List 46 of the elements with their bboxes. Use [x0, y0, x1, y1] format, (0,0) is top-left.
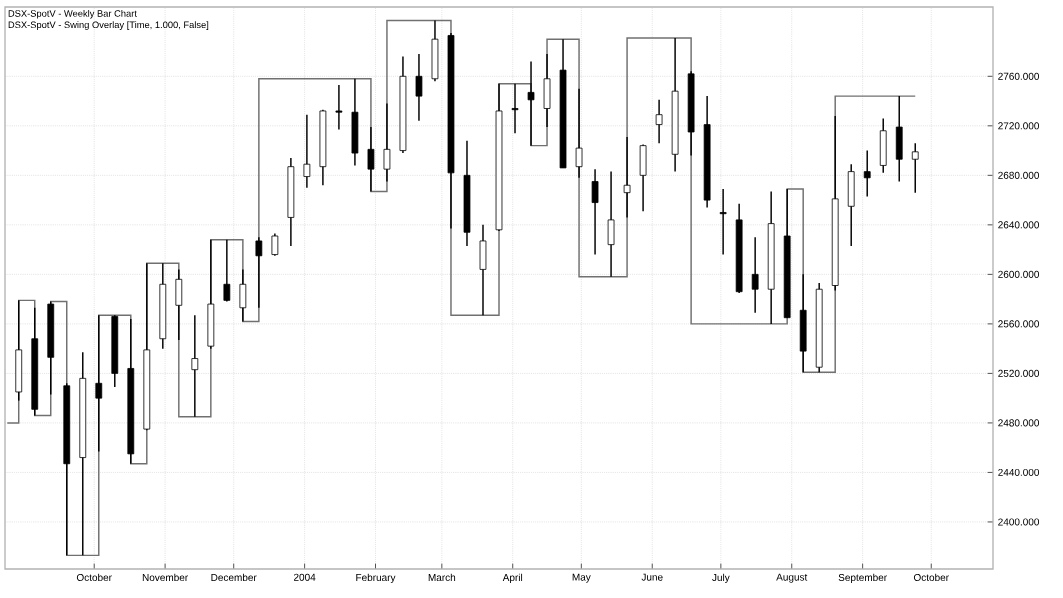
candlestick: [575, 87, 583, 179]
x-tick-label: 2004: [293, 573, 316, 581]
candlestick: [367, 126, 375, 193]
candlestick: [591, 168, 599, 256]
candlestick: [623, 136, 631, 219]
x-tick-label: August: [776, 573, 808, 583]
x-tick-label: April: [502, 573, 523, 584]
candlestick: [303, 113, 311, 189]
candlestick: [863, 149, 871, 198]
candlestick: [271, 232, 279, 257]
candlestick: [511, 82, 519, 134]
y-tick-label: 2480.000: [998, 419, 1040, 427]
candlestick: [95, 314, 103, 453]
y-tick-label: 2760.000: [998, 72, 1040, 80]
candlestick: [415, 53, 423, 122]
x-tick-label: February: [356, 573, 396, 584]
y-tick-label: 2400.000: [998, 518, 1040, 526]
candlestick: [655, 99, 663, 144]
candlestick: [335, 84, 343, 131]
candlestick: [751, 236, 759, 314]
candlestick: [255, 236, 263, 309]
chart-title: DSX-SpotV - Weekly Bar Chart: [8, 9, 137, 19]
x-tick-label: November: [142, 573, 188, 582]
y-tick-label: 2440.000: [998, 468, 1040, 476]
candlestick: [223, 238, 231, 303]
x-tick-label: October: [913, 573, 949, 582]
y-tick-label: 2720.000: [998, 122, 1040, 130]
candlestick: [239, 268, 247, 323]
x-tick-label: October: [76, 573, 112, 582]
y-tick-label: 2680.000: [998, 171, 1040, 179]
y-tick-label: 2560.000: [998, 320, 1040, 328]
candlestick: [191, 314, 199, 418]
y-tick-label: 2520.000: [998, 369, 1040, 377]
y-tick-label: 2640.000: [998, 221, 1040, 229]
candlestick: [719, 188, 727, 256]
candlestick: [527, 60, 535, 147]
x-tick-label: September: [838, 573, 887, 584]
candlestick: [911, 142, 919, 194]
text: DSX-SpotV - Swing Overlay [Time, 1.000, False]: [8, 21, 209, 30]
x-tick-label: July: [712, 573, 730, 584]
x-tick-label: June: [641, 573, 663, 581]
x-tick-label: March: [428, 573, 456, 582]
x-tick-label: May: [572, 573, 591, 583]
candlestick: [383, 102, 391, 183]
y-tick-label: 2600.000: [998, 270, 1040, 278]
x-tick-label: December: [211, 573, 257, 582]
